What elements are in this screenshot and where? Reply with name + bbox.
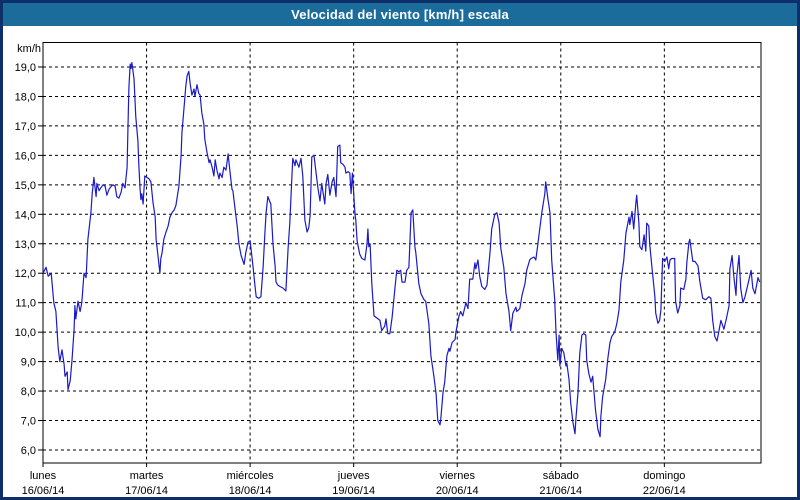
day-name-label: lunes xyxy=(30,470,57,482)
day-date-label: 16/06/14 xyxy=(22,485,65,497)
day-name-label: miércoles xyxy=(227,470,275,482)
y-tick-label: 6,0 xyxy=(21,445,36,457)
day-date-label: 20/06/14 xyxy=(436,485,479,497)
y-tick-label: 15,0 xyxy=(15,180,36,192)
y-tick-label: 10,0 xyxy=(15,327,36,339)
title-bar: Velocidad del viento [km/h] escala xyxy=(3,3,797,26)
day-date-label: 22/06/14 xyxy=(643,485,686,497)
y-tick-label: 12,0 xyxy=(15,268,36,280)
day-name-label: jueves xyxy=(337,470,370,482)
y-tick-label: 14,0 xyxy=(15,209,36,221)
y-tick-label: 8,0 xyxy=(21,386,36,398)
chart-title: Velocidad del viento [km/h] escala xyxy=(291,7,509,22)
y-tick-label: 9,0 xyxy=(21,357,36,369)
day-name-label: viernes xyxy=(439,470,475,482)
day-date-label: 21/06/14 xyxy=(539,485,582,497)
wind-speed-chart: 19,0 18,0 17,0 16,0 15,0 14,0 13,0 12,0 11,0 10,0… xyxy=(15,42,762,497)
day-name-label: domingo xyxy=(643,470,685,482)
y-tick-label: 18,0 xyxy=(15,91,36,103)
y-tick-label: 16,0 xyxy=(15,150,36,162)
day-date-label: 17/06/14 xyxy=(125,485,168,497)
day-name-label: martes xyxy=(130,470,164,482)
y-tick-label: 17,0 xyxy=(15,121,36,133)
wind-speed-line xyxy=(42,61,761,438)
y-tick-label: 13,0 xyxy=(15,239,36,251)
y-tick-label: 11,0 xyxy=(15,298,36,310)
day-name-label: sábado xyxy=(543,470,579,482)
y-axis-unit-label: km/h xyxy=(17,43,41,55)
plot-border xyxy=(42,42,762,464)
y-tick-label: 7,0 xyxy=(21,416,36,428)
day-date-label: 18/06/14 xyxy=(229,485,272,497)
day-date-label: 19/06/14 xyxy=(332,485,375,497)
y-tick-label: 19,0 xyxy=(15,62,36,74)
